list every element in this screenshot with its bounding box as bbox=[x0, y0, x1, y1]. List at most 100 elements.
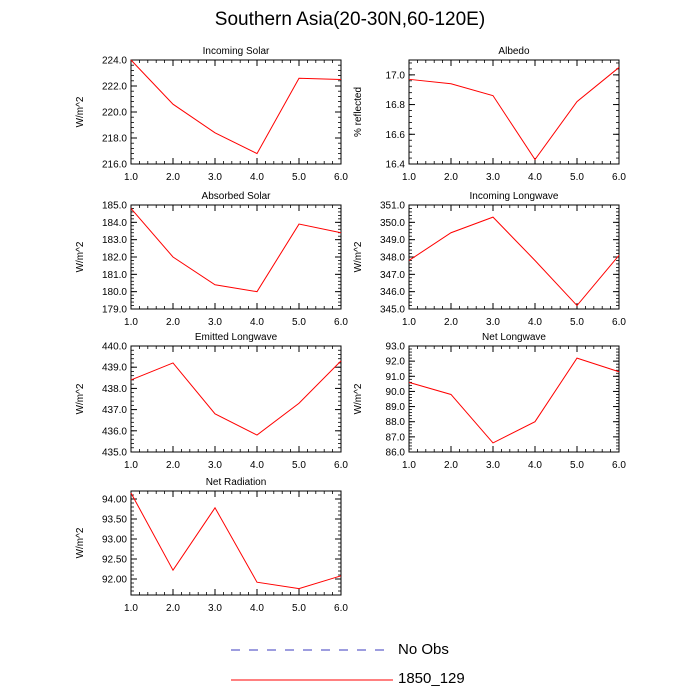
x-tick-label: 1.0 bbox=[402, 317, 416, 328]
y-axis-label: W/m^2 bbox=[75, 241, 86, 272]
y-tick-label: 16.6 bbox=[386, 130, 406, 141]
x-tick-label: 6.0 bbox=[334, 317, 348, 328]
series-line-1850-129 bbox=[408, 67, 620, 161]
series-line-1850-129 bbox=[130, 59, 342, 155]
y-tick-label: 350.0 bbox=[380, 218, 405, 229]
y-tick-label: 16.8 bbox=[386, 100, 406, 111]
x-tick-label: 5.0 bbox=[570, 317, 584, 328]
x-tick-label: 5.0 bbox=[570, 460, 584, 471]
y-tick-label: 220.0 bbox=[102, 108, 127, 119]
y-tick-label: 182.0 bbox=[102, 253, 127, 264]
y-tick-label: 436.0 bbox=[102, 426, 127, 437]
panel-title-emitted-longwave: Emitted Longwave bbox=[195, 332, 278, 343]
y-axis-label: W/m^2 bbox=[353, 383, 364, 414]
y-tick-label: 349.0 bbox=[380, 235, 405, 246]
panel-title-absorbed-solar: Absorbed Solar bbox=[202, 191, 272, 202]
panel-absorbed-solar: 1.0 2.0 3.0 4.0 5.0 6.0 179.0 180.0 181.0 182.0 18… bbox=[75, 191, 348, 328]
y-tick-label: 351.0 bbox=[380, 201, 405, 212]
y-axis-label: W/m^2 bbox=[75, 96, 86, 127]
x-tick-label: 6.0 bbox=[612, 172, 626, 183]
y-axis-label: W/m^2 bbox=[75, 383, 86, 414]
y-tick-label: 16.4 bbox=[386, 160, 406, 171]
x-tick-label: 3.0 bbox=[208, 317, 222, 328]
x-tick-label: 2.0 bbox=[166, 172, 180, 183]
y-tick-label: 439.0 bbox=[102, 363, 127, 374]
panel-incoming-solar: 1.0 2.0 3.0 4.0 5.0 6.0 216.0 218.0 220.0 222.0 22… bbox=[75, 46, 348, 183]
x-tick-label: 5.0 bbox=[292, 172, 306, 183]
y-tick-label: 17.0 bbox=[386, 70, 406, 81]
x-tick-label: 1.0 bbox=[124, 603, 138, 614]
x-tick-label: 5.0 bbox=[292, 460, 306, 471]
x-tick-label: 4.0 bbox=[250, 172, 264, 183]
x-tick-label: 1.0 bbox=[124, 317, 138, 328]
series-line-1850-129 bbox=[130, 208, 342, 293]
y-tick-label: 348.0 bbox=[380, 253, 405, 264]
x-tick-label: 2.0 bbox=[166, 317, 180, 328]
panel-title-net-longwave: Net Longwave bbox=[482, 332, 546, 343]
y-tick-label: 184.0 bbox=[102, 218, 127, 229]
chart-panels: 1.0 2.0 3.0 4.0 5.0 6.0 216.0 218.0 220.0 222.0 22… bbox=[75, 46, 626, 614]
x-tick-label: 1.0 bbox=[124, 460, 138, 471]
x-tick-label: 4.0 bbox=[528, 172, 542, 183]
y-tick-label: 346.0 bbox=[380, 287, 405, 298]
x-tick-label: 3.0 bbox=[208, 603, 222, 614]
y-tick-label: 86.0 bbox=[386, 448, 406, 459]
x-tick-label: 6.0 bbox=[612, 317, 626, 328]
y-tick-label: 181.0 bbox=[102, 270, 127, 281]
y-tick-label: 435.0 bbox=[102, 448, 127, 459]
y-axis-label: % reflected bbox=[353, 87, 364, 137]
y-tick-label: 345.0 bbox=[380, 305, 405, 316]
y-tick-label: 180.0 bbox=[102, 287, 127, 298]
y-tick-label: 91.0 bbox=[386, 372, 406, 383]
y-tick-label: 94.00 bbox=[102, 495, 127, 506]
y-tick-label: 93.0 bbox=[386, 342, 406, 353]
y-tick-label: 93.50 bbox=[102, 515, 127, 526]
x-tick-label: 3.0 bbox=[208, 460, 222, 471]
y-tick-label: 185.0 bbox=[102, 201, 127, 212]
x-tick-label: 5.0 bbox=[292, 317, 306, 328]
y-tick-label: 437.0 bbox=[102, 405, 127, 416]
y-axis-label: W/m^2 bbox=[75, 527, 86, 558]
panel-albedo: 1.0 2.0 3.0 4.0 5.0 6.0 16.4 16.6 16.8 17.0 Albedo… bbox=[353, 46, 626, 183]
panel-title-albedo: Albedo bbox=[498, 46, 530, 57]
x-tick-label: 3.0 bbox=[486, 317, 500, 328]
x-tick-label: 3.0 bbox=[208, 172, 222, 183]
y-tick-label: 224.0 bbox=[102, 56, 127, 67]
plot-frame-absorbed-solar bbox=[130, 204, 342, 310]
x-tick-label: 6.0 bbox=[334, 172, 348, 183]
y-tick-label: 216.0 bbox=[102, 160, 127, 171]
panel-emitted-longwave: 1.0 2.0 3.0 4.0 5.0 6.0 435.0 436.0 437.0 438.0 43… bbox=[75, 332, 348, 471]
y-tick-label: 88.0 bbox=[386, 417, 406, 428]
x-tick-label: 4.0 bbox=[250, 317, 264, 328]
y-tick-label: 92.50 bbox=[102, 555, 127, 566]
legend-label-no-obs: No Obs bbox=[398, 641, 449, 658]
y-tick-label: 218.0 bbox=[102, 134, 127, 145]
figure-title: Southern Asia(20-30N,60-120E) bbox=[214, 9, 486, 30]
y-tick-label: 87.0 bbox=[386, 432, 406, 443]
x-tick-label: 1.0 bbox=[402, 172, 416, 183]
y-tick-label: 440.0 bbox=[102, 342, 127, 353]
x-tick-label: 6.0 bbox=[334, 603, 348, 614]
y-tick-label: 92.0 bbox=[386, 357, 406, 368]
plot-frame-net-radiation bbox=[130, 490, 342, 596]
series-line-1850-129 bbox=[130, 492, 342, 590]
panel-net-longwave: 1.0 2.0 3.0 4.0 5.0 6.0 86.0 87.0 88.0 89.0 90.0 91… bbox=[353, 332, 626, 471]
y-tick-label: 222.0 bbox=[102, 82, 127, 93]
panel-title-net-radiation: Net Radiation bbox=[206, 477, 267, 488]
y-tick-label: 93.00 bbox=[102, 535, 127, 546]
plot-frame-incoming-solar bbox=[130, 59, 342, 165]
y-tick-label: 90.0 bbox=[386, 387, 406, 398]
series-line-1850-129 bbox=[408, 357, 620, 444]
y-tick-label: 92.00 bbox=[102, 575, 127, 586]
x-tick-label: 5.0 bbox=[570, 172, 584, 183]
x-tick-label: 4.0 bbox=[528, 460, 542, 471]
x-tick-label: 6.0 bbox=[334, 460, 348, 471]
plot-frame-albedo bbox=[408, 59, 620, 165]
series-line-1850-129 bbox=[130, 360, 342, 436]
y-axis-label: W/m^2 bbox=[353, 241, 364, 272]
series-line-1850-129 bbox=[408, 216, 620, 307]
panel-title-incoming-longwave: Incoming Longwave bbox=[470, 191, 559, 202]
legend-label-1850-129: 1850_129 bbox=[398, 670, 465, 687]
y-tick-label: 438.0 bbox=[102, 384, 127, 395]
